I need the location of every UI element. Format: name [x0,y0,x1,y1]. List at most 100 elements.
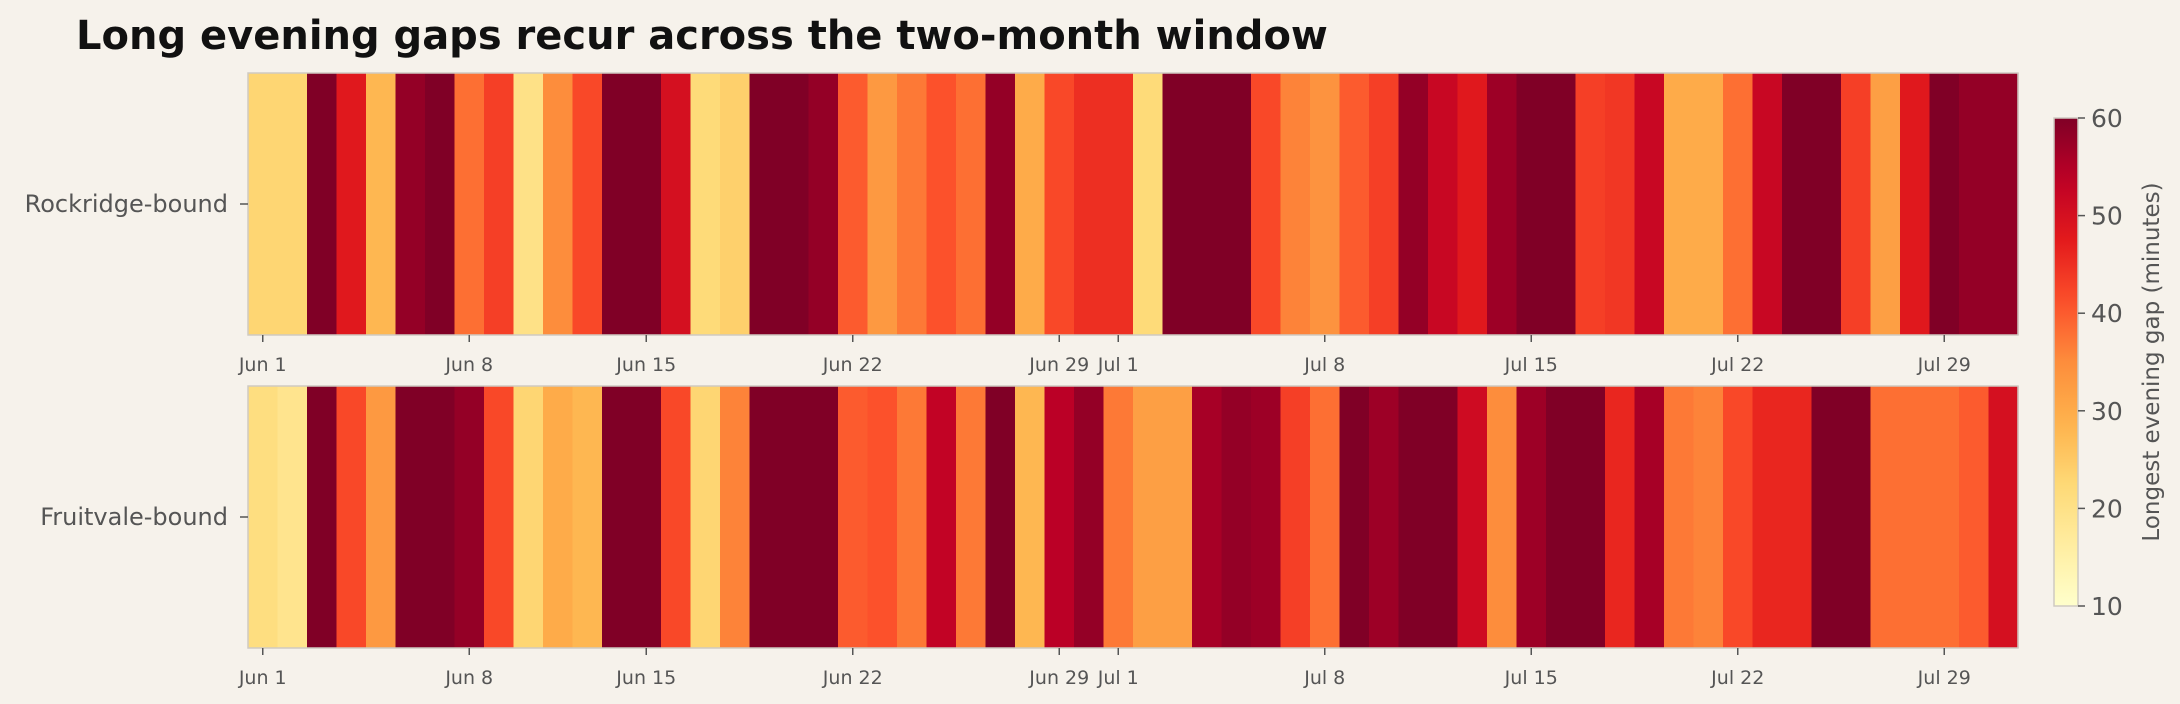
heatmap-cell [838,73,869,335]
heatmap-cell [1310,386,1341,648]
heatmap-cell [1664,73,1695,335]
heatmap-cell [454,73,485,335]
heatmap-cell [1457,386,1488,648]
heatmap-cell [484,73,515,335]
heatmap-cell [867,386,898,648]
x-tick-label: Jun 15 [615,354,676,376]
row-label: Rockridge-bound [25,190,228,218]
heatmap-cell [1398,386,1429,648]
x-tick-label: Jun 8 [444,354,493,376]
heatmap-cell [1339,73,1370,335]
heatmap-cell [1251,73,1282,335]
heatmap-cell [1310,73,1341,335]
colorbar-tick-label: 50 [2091,202,2123,231]
heatmap-cell [543,73,574,335]
heatmap-cell [720,386,751,648]
heatmap-cell [1841,73,1872,335]
colorbar-tick-label: 20 [2091,494,2123,523]
heatmap-cell [1074,386,1105,648]
colorbar-gradient [2053,117,2079,607]
heatmap-cell [1162,386,1193,648]
heatmap-cell [1103,73,1134,335]
heatmap-cell [277,386,308,648]
heatmap-cell [1221,73,1252,335]
colorbar-tick-label: 10 [2091,592,2123,621]
heatmap-cell [1988,73,2019,335]
heatmap-cell [543,386,574,648]
heatmap-cell [307,73,338,335]
heatmap-cell [985,386,1016,648]
heatmap-cell [1546,73,1577,335]
heatmap-cell [336,386,367,648]
heatmap-cell [248,73,279,335]
heatmap-cell [1192,73,1223,335]
row-label: Fruitvale-bound [40,503,228,531]
colorbar-tick-label: 60 [2091,104,2123,133]
heatmap-cell [602,386,633,648]
panel-0: Rockridge-bound Jun 1 Jun 8 Jun 15 Jun 22 Jun… [25,72,2019,376]
heatmap-cell [1752,73,1783,335]
panel-1: Fruitvale-bound Jun 1 Jun 8 Jun 15 Jun 22 Jun… [40,385,2019,689]
x-tick-label: Jun 1 [238,354,287,376]
heatmap-cell [897,73,928,335]
heatmap-cell [749,386,780,648]
x-tick-label: Jun 15 [615,667,676,689]
x-tick-label: Jul 22 [1710,667,1764,689]
heatmap-cell [1723,386,1754,648]
heatmap-cell [1044,386,1075,648]
x-tick-label: Jul 1 [1097,354,1139,376]
heatmap-cell [307,386,338,648]
heatmap-cell [1870,73,1901,335]
heatmap-cell [1900,386,1931,648]
heatmap-cell [1752,386,1783,648]
x-tick-label: Jun 22 [822,667,883,689]
x-tick-label: Jul 15 [1504,667,1558,689]
heatmap-cell [1280,73,1311,335]
heatmap-cell [1487,386,1518,648]
heatmap-cell [277,73,308,335]
colorbar: 10 20 30 40 50 60 Longest evening gap (minute… [2053,104,2165,621]
heatmap-cell [1221,386,1252,648]
heatmap-cell [1575,73,1606,335]
chart-title: Long evening gaps recur across the two-m… [76,13,1328,59]
heatmap-cell [1811,386,1842,648]
heatmap-cell [1398,73,1429,335]
heatmap-cell [985,73,1016,335]
x-tick-label: Jun 22 [822,354,883,376]
heatmap-cell [1959,386,1990,648]
heatmap-cell [1870,386,1901,648]
x-tick-label: Jul 29 [1917,667,1971,689]
heatmap-cell [454,386,485,648]
heatmap-cell [1103,386,1134,648]
x-tick-label: Jun 29 [1028,354,1089,376]
colorbar-label: Longest evening gap (minutes) [2139,182,2165,541]
x-tick-label: Jun 8 [444,667,493,689]
heatmap-cell [1516,386,1547,648]
heatmap-cell [572,386,603,648]
heatmap-cell [1605,386,1636,648]
x-tick-label: Jul 1 [1097,667,1139,689]
heatmap-cell [1251,386,1282,648]
heatmap-cell [1811,73,1842,335]
heatmap-cell [1693,386,1724,648]
heatmap-cell [690,73,721,335]
heatmap-cell [602,73,633,335]
heatmap-cell [248,386,279,648]
heatmap-cell [720,73,751,335]
heatmap-cell [1723,73,1754,335]
heatmap-cell [1428,386,1459,648]
heatmap-cell [1044,73,1075,335]
heatmap-cell [779,73,810,335]
heatmap-cell [1015,73,1046,335]
heatmap-cell [1693,73,1724,335]
heatmap-cell [1369,386,1400,648]
heatmap-cell [395,386,426,648]
colorbar-ticks: 10 20 30 40 50 60 [2078,104,2123,621]
heatmap-cell [1516,73,1547,335]
heatmap-cell [1929,73,1960,335]
heatmap-cell [1634,386,1665,648]
heatmap-cell [631,386,662,648]
heatmap-cell [1546,386,1577,648]
heatmap-cell [1074,73,1105,335]
